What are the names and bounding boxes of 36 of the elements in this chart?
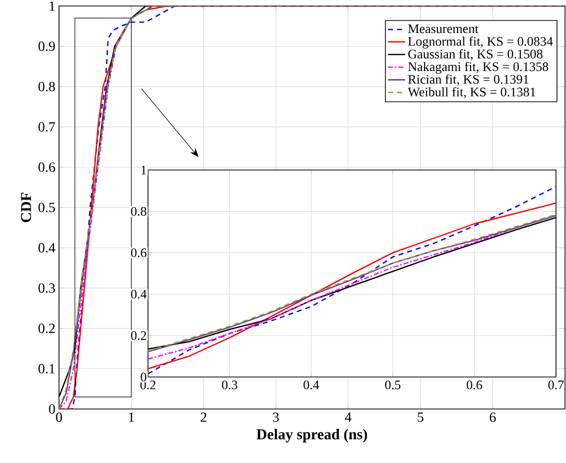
y-tick-label: 0.8	[131, 206, 146, 216]
y-tick-label: 1	[50, 1, 55, 11]
x-tick-label: 6	[490, 412, 496, 422]
x-tick-label: 0.3	[222, 380, 238, 390]
y-tick-label: 0.7	[38, 122, 56, 132]
y-tick-label: 0.1	[38, 364, 55, 374]
x-tick-label: 4	[344, 412, 352, 422]
y-tick-label: 0	[140, 372, 146, 382]
x-tick-label: 5	[418, 412, 424, 422]
y-tick-label: 0.2	[131, 331, 146, 340]
y-tick-label: 0.3	[38, 283, 55, 293]
x-axis-title: Delay spread (ns)	[256, 428, 368, 442]
y-tick-label: 0.4	[131, 290, 147, 299]
x-tick-label: 3	[273, 412, 279, 422]
y-tick-label: 0.8	[38, 82, 55, 92]
legend-label: Measurement	[408, 24, 478, 34]
x-tick-label: 2	[200, 412, 206, 422]
x-tick-label: 0.4	[304, 380, 320, 390]
legend-label: Nakagami fit, KS = 0.1358	[408, 62, 548, 74]
x-tick-label: 0.6	[466, 380, 482, 390]
x-tick-label: 0.7	[548, 380, 564, 390]
y-axis-title: CDF	[21, 192, 32, 222]
y-tick-label: 0.2	[38, 324, 55, 334]
x-tick-label: 0	[56, 412, 62, 422]
y-tick-label: 0.6	[38, 162, 56, 172]
x-tick-label: 0.5	[385, 380, 400, 390]
y-tick-label: 0.4	[38, 243, 56, 253]
y-tick-label: 0.6	[131, 248, 146, 258]
y-tick-label: 0.9	[38, 42, 55, 52]
y-tick-label: 1	[141, 166, 146, 174]
legend-label: Lognormal fit, KS = 0.0834	[408, 36, 553, 48]
legend-label: Rician fit, KS = 0.1391	[408, 74, 528, 86]
y-tick-label: 0.5	[38, 202, 55, 212]
y-tick-label: 0	[49, 404, 55, 414]
legend-label: Gaussian fit, KS = 0.1508	[408, 49, 542, 60]
legend-label: Weibull fit, KS = 0.1381	[408, 87, 536, 98]
